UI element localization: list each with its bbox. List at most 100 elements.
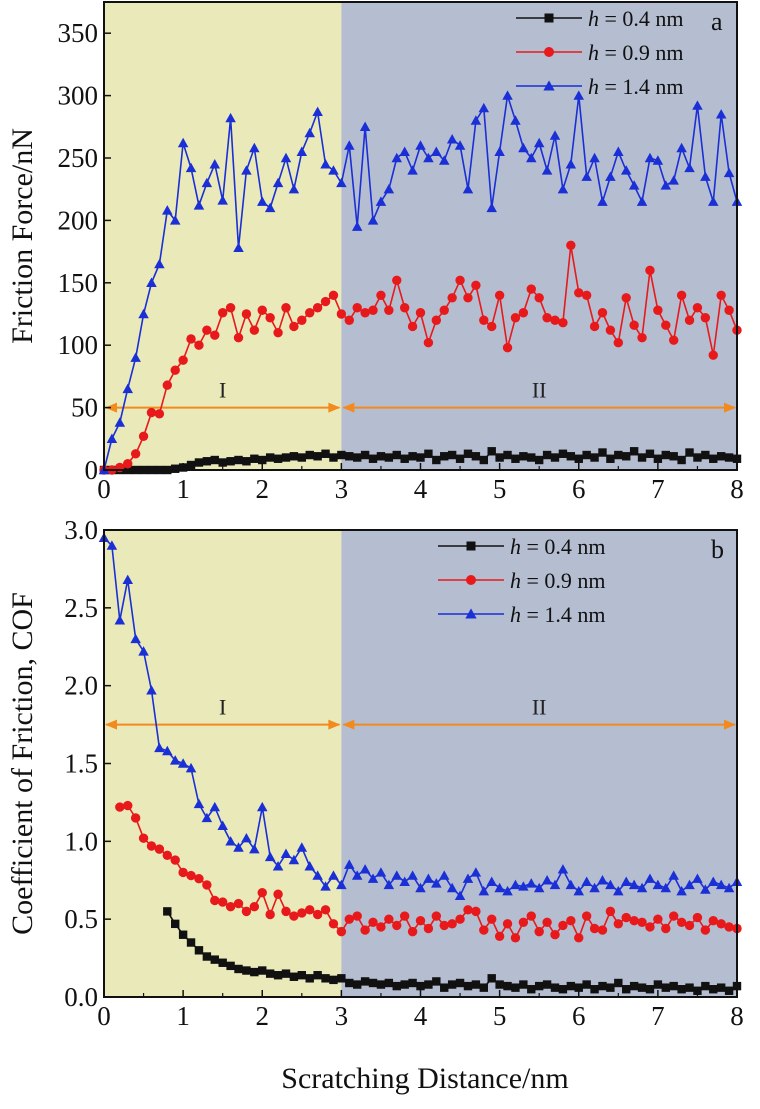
- data-point: [209, 801, 221, 812]
- data-point: [614, 978, 623, 988]
- y-tick-label: 200: [58, 205, 99, 235]
- data-point: [527, 985, 536, 994]
- data-point: [210, 895, 220, 906]
- data-point: [186, 334, 196, 344]
- data-point: [566, 981, 576, 991]
- data-point: [202, 952, 212, 961]
- data-point: [636, 882, 648, 893]
- data-point: [138, 646, 149, 656]
- data-point: [440, 983, 449, 992]
- data-point: [289, 972, 299, 981]
- data-point: [312, 106, 323, 117]
- data-point: [336, 879, 347, 890]
- data-point: [550, 453, 560, 462]
- data-point: [344, 315, 354, 325]
- data-point: [455, 454, 465, 463]
- data-point: [463, 981, 473, 991]
- data-point: [685, 448, 694, 457]
- data-point: [106, 540, 118, 550]
- data-point: [606, 454, 615, 463]
- legend-label: h = 0.9 nm: [588, 40, 684, 65]
- data-point: [620, 876, 632, 887]
- data-point: [225, 112, 236, 123]
- data-point: [360, 977, 370, 986]
- data-point: [384, 453, 394, 462]
- data-point: [526, 152, 537, 163]
- data-point: [194, 946, 204, 955]
- data-point: [249, 325, 260, 335]
- data-point: [684, 920, 695, 931]
- data-point: [178, 930, 188, 939]
- data-point: [177, 758, 189, 768]
- data-point: [494, 882, 505, 893]
- data-point: [146, 407, 157, 418]
- data-point: [541, 165, 553, 175]
- data-point: [138, 431, 149, 442]
- data-point: [360, 450, 370, 460]
- data-point: [415, 140, 426, 150]
- data-point: [123, 459, 133, 469]
- data-point: [233, 242, 244, 253]
- legend-marker: [544, 47, 554, 57]
- data-point: [399, 146, 410, 156]
- data-point: [281, 969, 291, 978]
- data-point: [297, 971, 307, 980]
- data-point: [177, 137, 189, 148]
- data-point: [297, 315, 307, 325]
- x-tick-label: 7: [651, 474, 665, 504]
- legend-marker: [466, 541, 476, 551]
- data-point: [431, 315, 442, 325]
- data-point: [146, 685, 157, 695]
- data-point: [130, 352, 141, 362]
- y-tick-label: 0: [85, 455, 99, 485]
- data-point: [344, 140, 355, 150]
- data-point: [423, 152, 434, 163]
- data-point: [463, 293, 473, 303]
- data-point: [321, 974, 330, 983]
- data-point: [605, 879, 616, 890]
- data-point: [487, 974, 496, 983]
- data-point: [454, 140, 466, 150]
- data-point: [122, 383, 133, 394]
- data-point: [446, 134, 458, 144]
- y-tick-label: 0.5: [64, 904, 98, 934]
- data-point: [692, 873, 703, 883]
- data-point: [716, 919, 726, 929]
- data-point: [519, 452, 528, 461]
- x-tick-label: 4: [414, 474, 428, 504]
- data-point: [708, 350, 718, 360]
- data-point: [510, 933, 521, 943]
- data-point: [273, 889, 283, 899]
- data-point: [526, 911, 536, 921]
- data-point: [439, 920, 449, 931]
- data-point: [138, 308, 149, 319]
- data-point: [202, 325, 212, 335]
- data-point: [376, 980, 386, 989]
- data-point: [455, 275, 465, 286]
- data-point: [242, 966, 251, 975]
- legend-entry-1: h = 0.9 nm: [516, 40, 684, 65]
- data-point: [644, 152, 656, 163]
- data-point: [233, 898, 244, 909]
- x-tick-label: 8: [730, 1001, 744, 1031]
- data-point: [305, 308, 315, 318]
- data-point: [257, 888, 267, 898]
- data-point: [684, 879, 695, 890]
- data-point: [511, 983, 520, 992]
- x-tick-label: 5: [493, 474, 507, 504]
- data-point: [645, 922, 655, 932]
- x-tick-label: 6: [572, 1001, 586, 1031]
- data-point: [288, 854, 300, 865]
- data-point: [708, 876, 719, 887]
- data-point: [375, 196, 387, 206]
- data-point: [423, 873, 434, 883]
- data-point: [510, 879, 521, 890]
- data-point: [241, 832, 252, 843]
- data-point: [281, 906, 291, 917]
- data-point: [114, 417, 126, 427]
- data-point: [376, 922, 386, 932]
- data-point: [693, 453, 702, 462]
- data-point: [423, 338, 434, 348]
- data-point: [305, 974, 314, 983]
- data-point: [652, 879, 664, 890]
